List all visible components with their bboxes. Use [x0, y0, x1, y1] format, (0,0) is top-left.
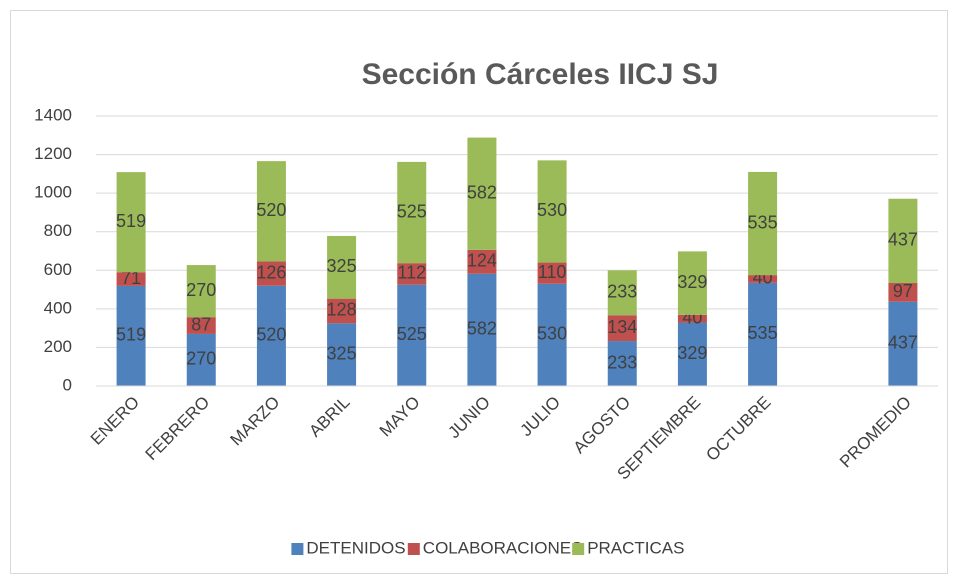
- bar-segment: [116, 272, 146, 286]
- bar-segment: [607, 341, 637, 386]
- bar-segment: [116, 285, 146, 386]
- legend-swatch: [572, 543, 585, 555]
- y-tick-label: 400: [44, 298, 72, 317]
- data-label: 520: [256, 325, 286, 345]
- data-label: 525: [397, 324, 427, 344]
- data-label: 126: [256, 262, 286, 282]
- data-label: 437: [888, 333, 918, 353]
- bar-segment: [607, 270, 637, 316]
- bar-segment: [327, 298, 357, 324]
- data-label: 97: [893, 281, 913, 301]
- data-label: 233: [607, 352, 637, 372]
- y-tick-label: 1400: [34, 105, 72, 124]
- legend-label: PRACTICAS: [587, 538, 684, 557]
- bar-segment: [116, 172, 146, 273]
- data-label: 535: [748, 212, 778, 232]
- bar-segment: [537, 160, 567, 263]
- data-label: 582: [467, 182, 497, 202]
- bar-segment: [677, 314, 707, 323]
- data-label: 270: [186, 349, 216, 369]
- bar-segment: [537, 283, 567, 386]
- y-tick-label: 1200: [34, 144, 72, 163]
- legend-swatch: [407, 543, 420, 555]
- y-tick-label: 600: [44, 260, 72, 279]
- y-tick-label: 1000: [34, 183, 72, 202]
- data-label: 110: [538, 262, 567, 282]
- bar-segment: [537, 262, 567, 284]
- bar-segment: [677, 251, 707, 315]
- bar-segment: [467, 249, 497, 274]
- bar-segment: [677, 322, 707, 386]
- data-label: 128: [327, 300, 357, 320]
- bar-segment: [748, 171, 778, 276]
- data-label: 519: [116, 325, 146, 345]
- data-label: 329: [677, 343, 707, 363]
- legend-label: COLABORACIONES: [423, 538, 583, 557]
- bar-segment: [888, 301, 918, 386]
- legend-label: DETENIDOS: [306, 538, 405, 557]
- data-label: 112: [397, 263, 426, 283]
- bar-segment: [888, 283, 918, 302]
- bar-segment: [748, 282, 778, 386]
- data-label: 270: [186, 280, 216, 300]
- data-label: 582: [467, 319, 497, 339]
- bar-segment: [748, 275, 778, 283]
- data-label: 329: [677, 272, 707, 292]
- bar-segment: [186, 333, 216, 386]
- bar-segment: [397, 284, 427, 386]
- data-label: 535: [748, 323, 778, 343]
- bar-segment: [256, 261, 286, 286]
- bar-segment: [467, 273, 497, 386]
- bar-segment: [607, 315, 637, 342]
- data-label: 530: [537, 324, 567, 344]
- bar-segment: [327, 323, 357, 386]
- data-label: 134: [607, 317, 637, 337]
- data-label: 233: [607, 282, 637, 302]
- data-label: 519: [116, 211, 146, 231]
- data-label: 124: [467, 251, 497, 271]
- data-label: 530: [537, 200, 567, 220]
- bar-segment: [467, 137, 497, 250]
- y-tick-label: 200: [44, 337, 72, 356]
- bar-segment: [256, 285, 286, 386]
- bar-segment: [186, 265, 216, 318]
- bar-segment: [397, 263, 427, 285]
- legend-swatch: [291, 543, 304, 555]
- bar-segment: [888, 198, 918, 284]
- data-label: 325: [327, 343, 357, 363]
- data-label: 520: [256, 200, 286, 220]
- data-label: 325: [327, 256, 357, 276]
- data-label: 437: [888, 230, 918, 250]
- y-tick-label: 800: [44, 221, 72, 240]
- y-tick-label: 0: [63, 375, 72, 394]
- data-label: 71: [121, 268, 141, 288]
- data-label: 525: [397, 201, 427, 221]
- bar-segment: [256, 161, 286, 262]
- chart-title: Sección Cárceles IICJ SJ: [362, 58, 719, 91]
- bar-segment: [186, 317, 216, 334]
- data-label: 87: [191, 314, 211, 334]
- bar-segment: [327, 235, 357, 299]
- bar-segment: [397, 161, 427, 264]
